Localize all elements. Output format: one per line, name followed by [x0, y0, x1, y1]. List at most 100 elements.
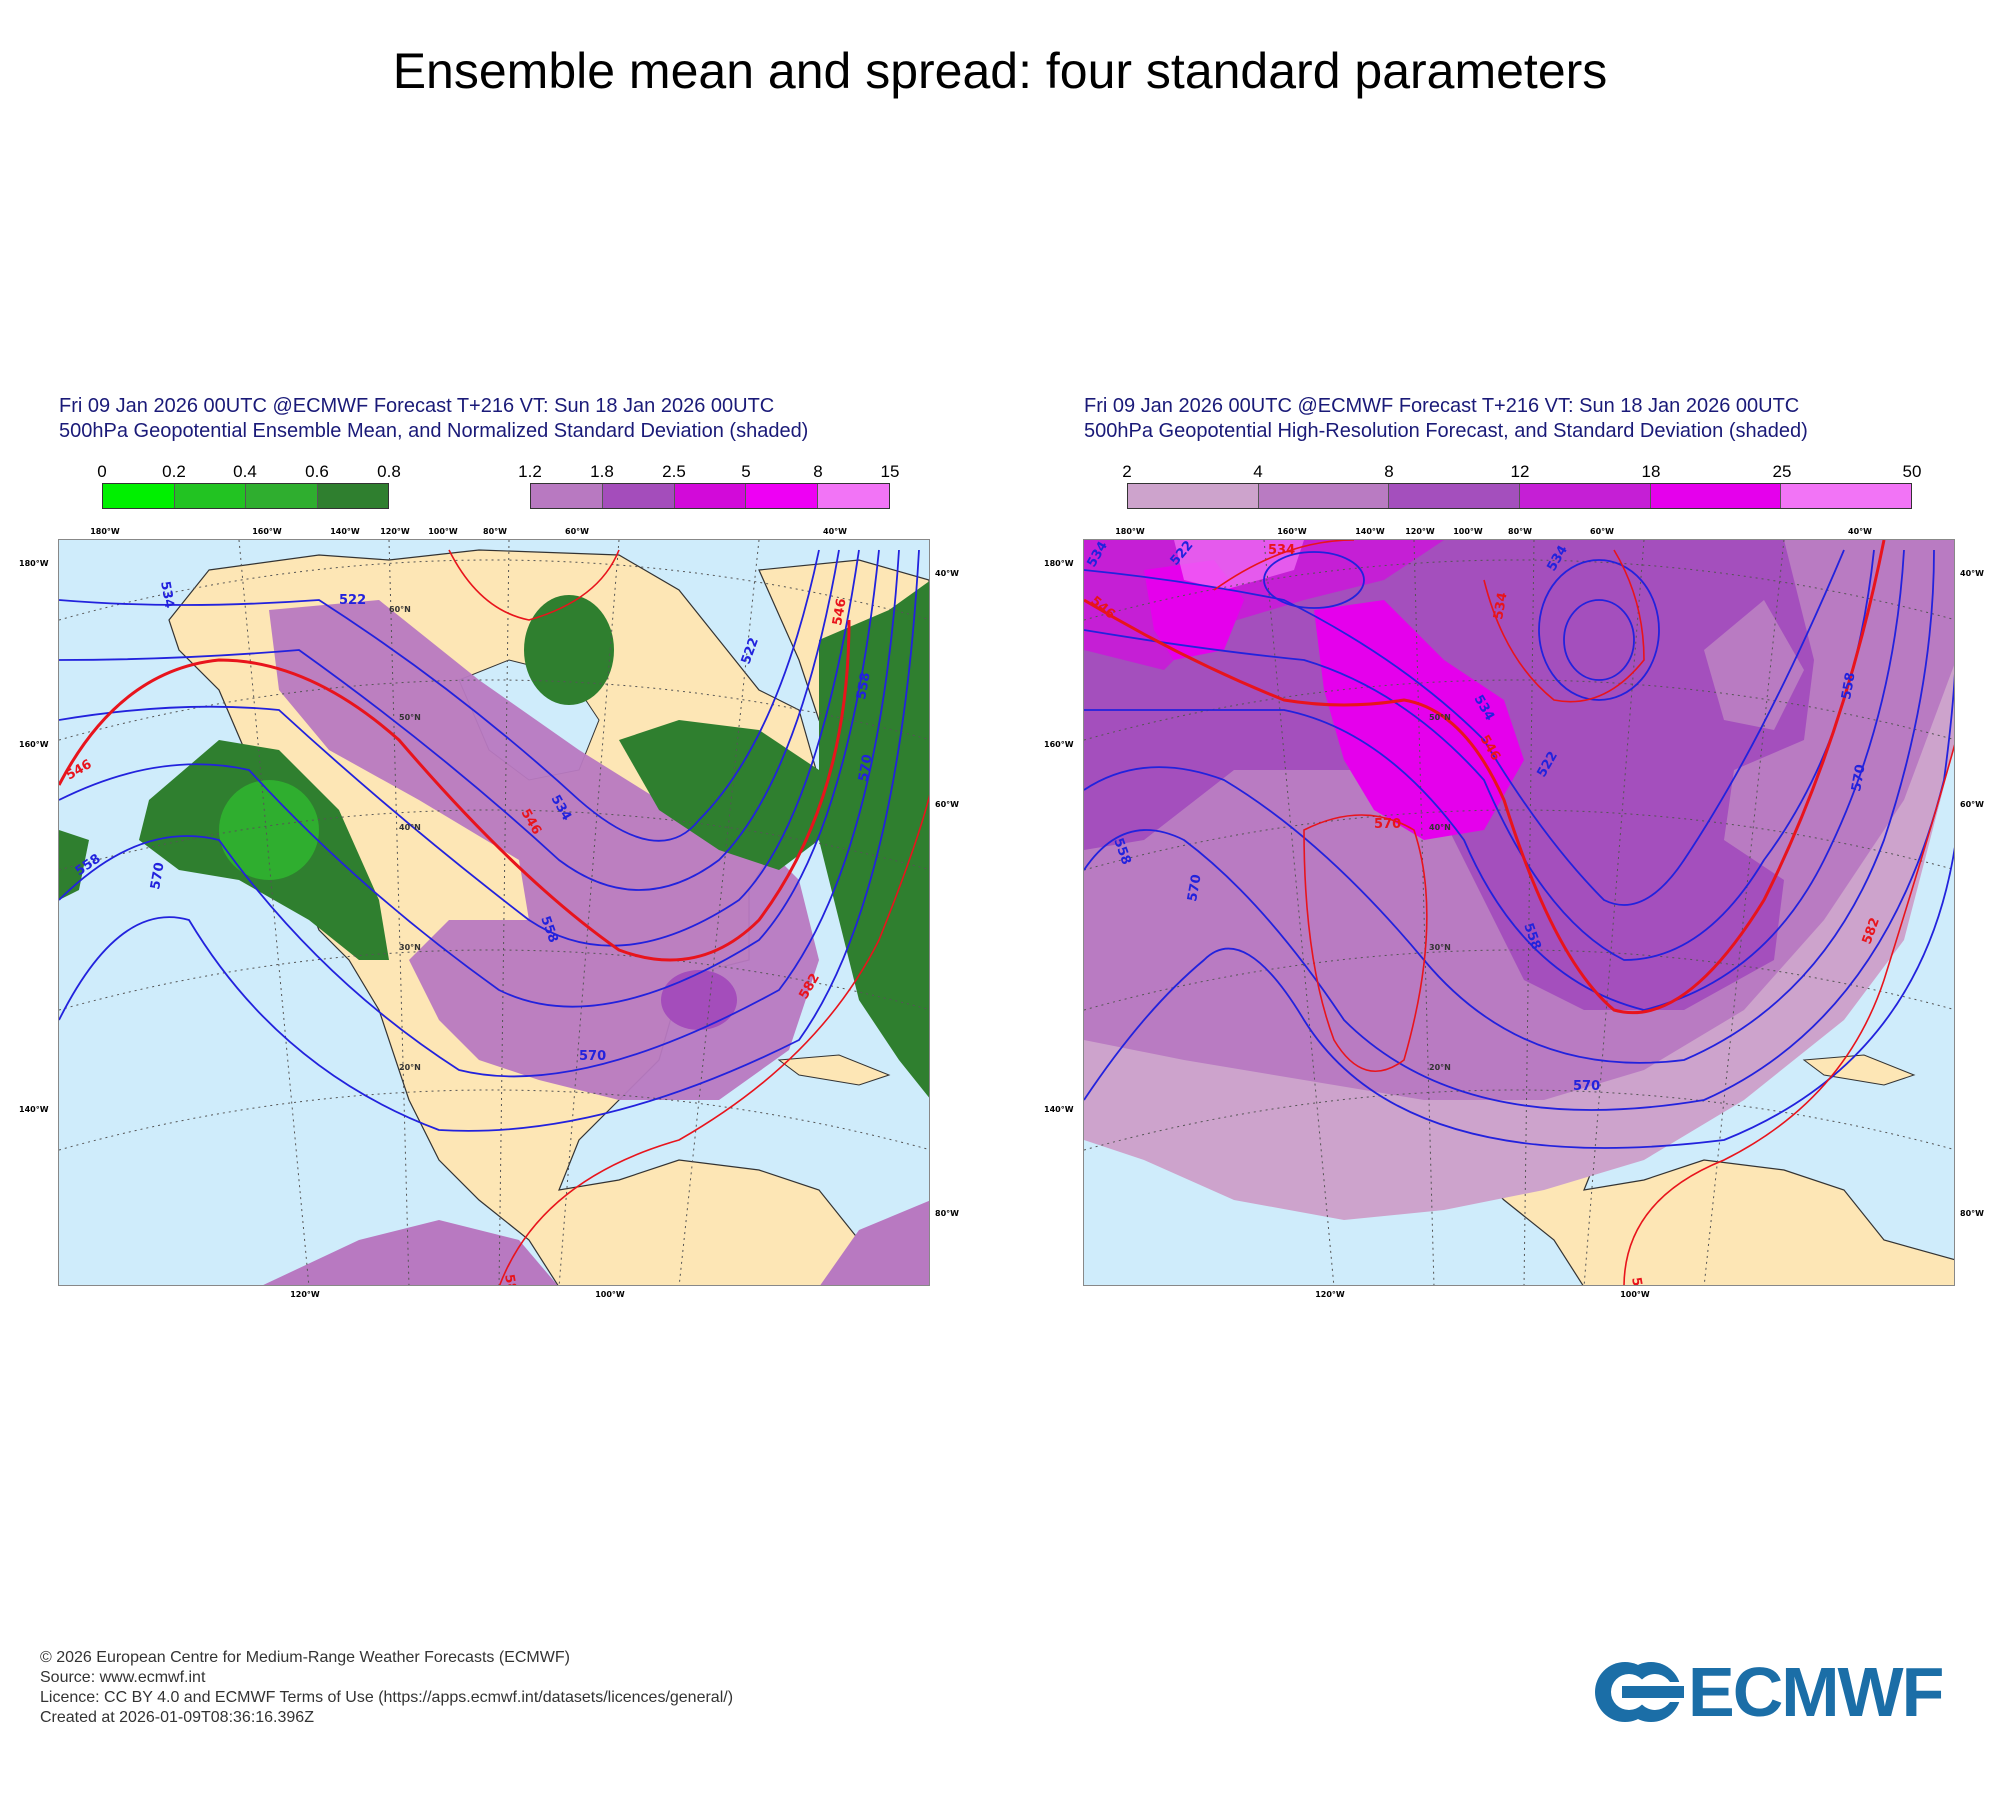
footer-created: Created at 2026-01-09T08:36:16.396Z: [40, 1709, 314, 1726]
contour-label: 570: [148, 861, 167, 890]
spread-medium-right: [1704, 600, 1804, 730]
colorbar-tick: 2.5: [662, 462, 686, 481]
lat-label-left: 160°W: [19, 740, 49, 749]
contour-label: 570: [579, 1049, 606, 1064]
lat-label: 30°N: [1429, 943, 1451, 952]
left-panel-title-line1: Fri 09 Jan 2026 00UTC @ECMWF Forecast T+…: [59, 395, 775, 417]
lon-label-top: 120°W: [380, 527, 410, 536]
contour-label: 558: [1839, 671, 1858, 700]
colorbar-tick: 0.4: [233, 462, 257, 481]
lon-label-top: 40°W: [1848, 527, 1872, 536]
right-panel-title-line2: 500hPa Geopotential High-Resolution Fore…: [1084, 420, 1808, 442]
lon-label-top: 60°W: [1590, 527, 1614, 536]
lon-label-top: 160°W: [252, 527, 282, 536]
contour-label: 582: [1628, 1276, 1647, 1286]
lon-label-top: 140°W: [330, 527, 360, 536]
lat-label-left: 140°W: [19, 1105, 49, 1114]
lon-label-bottom: 120°W: [290, 1290, 320, 1299]
contour-label: 570: [1849, 763, 1868, 792]
colorbar-tick: 50: [1902, 462, 1922, 481]
lat-label-left: 180°W: [1044, 559, 1074, 568]
colorbar-tick: 8: [813, 462, 823, 481]
lat-label: 50°N: [399, 713, 421, 722]
contour-label: 534: [1268, 543, 1295, 558]
green-left-edge: [59, 830, 89, 900]
green-greenland: [524, 595, 614, 705]
right-colorbar: [1127, 483, 1912, 509]
lon-label-top: 40°W: [823, 527, 847, 536]
spread-purple-right: [820, 1200, 929, 1285]
colorbar-tick: 15: [880, 462, 900, 481]
lon-label-top: 160°W: [1277, 527, 1307, 536]
contour-label: 546: [830, 597, 849, 626]
lon-label-top: 80°W: [1508, 527, 1532, 536]
ecmwf-logo-text: ECMWF: [1688, 1653, 1944, 1731]
ecmwf-logo-icon: [1595, 1662, 1684, 1722]
lat-label-left: 140°W: [1044, 1105, 1074, 1114]
right-map-svg: 534 522 534 546 534 534 534 546 522 570 …: [1084, 540, 1954, 1286]
lon-label-top: 80°W: [483, 527, 507, 536]
lon-label-top: 180°W: [90, 527, 120, 536]
colorbar-tick: 8: [1384, 462, 1394, 481]
green-pacific-core: [219, 780, 319, 880]
page-title: Ensemble mean and spread: four standard …: [392, 43, 1608, 99]
lat-label-left: 160°W: [1044, 740, 1074, 749]
lat-label: 20°N: [1429, 1063, 1451, 1072]
lat-label-right: 80°W: [1960, 1209, 1984, 1218]
contour-label: 558: [854, 671, 873, 700]
green-atlantic: [819, 581, 929, 1098]
colorbar-tick: 1.8: [590, 462, 614, 481]
colorbar-tick: 0: [97, 462, 107, 481]
contour-label: 570: [1374, 817, 1401, 832]
right-map: 534 522 534 546 534 534 534 546 522 570 …: [1083, 539, 1955, 1286]
lon-label-top: 180°W: [1115, 527, 1145, 536]
lat-label: 50°N: [1429, 713, 1451, 722]
lon-label-top: 60°W: [565, 527, 589, 536]
left-map-svg: 534 522 546 546 534 558 570 558 570 522 …: [59, 540, 929, 1286]
spread-purple-bottom: [263, 1220, 558, 1285]
right-panel: Fri 09 Jan 2026 00UTC @ECMWF Forecast T+…: [1044, 395, 2000, 1305]
left-purple-colorbar: [530, 483, 890, 509]
contour-label: 570: [856, 753, 875, 782]
contour-label: 534: [1491, 591, 1510, 620]
lat-label: 20°N: [399, 1063, 421, 1072]
lat-label-left: 180°W: [19, 559, 49, 568]
left-map: 534 522 546 546 534 558 570 558 570 522 …: [58, 539, 930, 1286]
lon-label-top: 100°W: [428, 527, 458, 536]
colorbar-tick: 0.2: [162, 462, 186, 481]
footer-copyright: © 2026 European Centre for Medium-Range …: [40, 1649, 570, 1666]
left-green-colorbar: [102, 483, 389, 509]
footer-licence: Licence: CC BY 4.0 and ECMWF Terms of Us…: [40, 1689, 734, 1706]
colorbar-tick: 0.6: [305, 462, 329, 481]
left-panel: Fri 09 Jan 2026 00UTC @ECMWF Forecast T+…: [19, 395, 985, 1305]
colorbar-tick: 2: [1122, 462, 1132, 481]
lat-label-right: 80°W: [935, 1209, 959, 1218]
land-cuba: [777, 1054, 891, 1086]
lon-label-top: 140°W: [1355, 527, 1385, 536]
lat-label-right: 40°W: [1960, 569, 1984, 578]
lon-label-bottom: 100°W: [1620, 1290, 1650, 1299]
colorbar-tick: 1.2: [518, 462, 542, 481]
footer-credits: © 2026 European Centre for Medium-Range …: [40, 1648, 733, 1728]
spread-purple-core: [661, 970, 737, 1030]
contour-label: 534: [157, 580, 176, 609]
lon-label-top: 120°W: [1405, 527, 1435, 536]
colorbar-tick: 4: [1253, 462, 1263, 481]
lat-label-right: 40°W: [935, 569, 959, 578]
right-panel-title-line1: Fri 09 Jan 2026 00UTC @ECMWF Forecast T+…: [1084, 395, 1800, 417]
contour-label: 582: [501, 1273, 520, 1286]
lat-label-right: 60°W: [935, 800, 959, 809]
lon-label-top: 100°W: [1453, 527, 1483, 536]
lat-label-right: 60°W: [1960, 800, 1984, 809]
colorbar-tick: 5: [741, 462, 751, 481]
colorbar-tick: 12: [1510, 462, 1530, 481]
colorbar-tick: 18: [1641, 462, 1661, 481]
lat-label: 30°N: [399, 943, 421, 952]
lon-label-bottom: 120°W: [1315, 1290, 1345, 1299]
colorbar-tick: 0.8: [377, 462, 401, 481]
lat-label: 40°N: [399, 823, 421, 832]
contour-label: 522: [339, 593, 366, 608]
left-panel-title-line2: 500hPa Geopotential Ensemble Mean, and N…: [59, 420, 809, 442]
lat-label: 60°N: [389, 605, 411, 614]
footer-source: Source: www.ecmwf.int: [40, 1669, 206, 1686]
